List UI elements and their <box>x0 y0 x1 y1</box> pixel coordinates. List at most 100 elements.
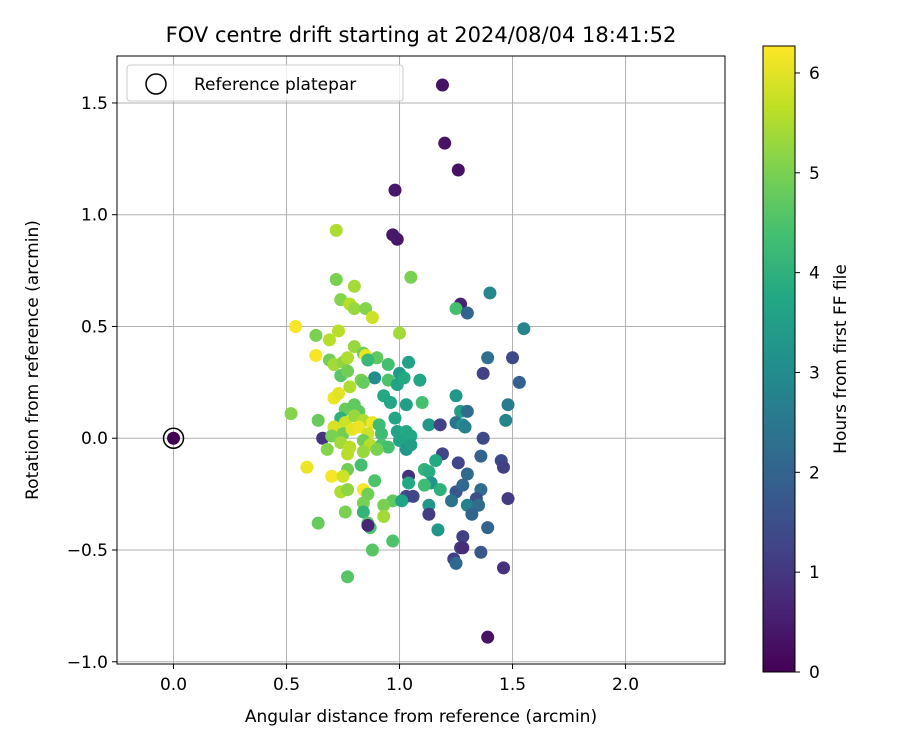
reference-marker-group <box>162 427 185 449</box>
data-point <box>476 431 490 445</box>
legend-reference-marker <box>145 73 167 95</box>
data-point <box>356 445 370 459</box>
data-point <box>456 530 470 544</box>
reference-point <box>167 431 181 445</box>
colorbar-tick-label: 6 <box>809 64 820 84</box>
data-point <box>402 355 416 369</box>
x-axis-label: Angular distance from reference (arcmin) <box>245 707 597 727</box>
data-point <box>422 418 436 432</box>
data-point <box>377 498 391 512</box>
x-tick-label: 0.0 <box>160 675 187 695</box>
data-point <box>435 78 449 92</box>
y-axis-ticks: −1.0 −0.5 0.0 0.5 1.0 1.5 <box>67 94 117 673</box>
data-point <box>397 371 411 385</box>
data-point <box>354 458 368 472</box>
data-point <box>329 223 343 237</box>
x-tick-label: 1.0 <box>386 675 413 695</box>
data-point <box>438 136 452 150</box>
x-axis-ticks: 0.0 0.5 1.0 1.5 2.0 <box>160 664 639 695</box>
data-point <box>381 357 395 371</box>
data-point <box>341 447 355 461</box>
data-point <box>429 454 443 468</box>
data-point <box>383 395 397 409</box>
data-point <box>390 232 404 246</box>
data-point <box>356 375 370 389</box>
y-tick-label: −1.0 <box>67 653 108 673</box>
data-points <box>284 78 531 644</box>
data-point <box>433 418 447 432</box>
grid-lines <box>117 56 725 664</box>
data-point <box>347 279 361 293</box>
data-point <box>506 351 520 365</box>
data-point <box>404 438 418 452</box>
colorbar-tick-label: 4 <box>809 264 820 284</box>
data-point <box>460 404 474 418</box>
data-point <box>356 496 370 510</box>
data-point <box>284 407 298 421</box>
data-point <box>465 507 479 521</box>
data-point <box>341 364 355 378</box>
colorbar <box>762 45 796 673</box>
data-point <box>451 456 465 470</box>
legend: Reference platepar <box>126 64 404 102</box>
y-tick-label: −0.5 <box>67 541 108 561</box>
data-point <box>386 534 400 548</box>
colorbar-tick-label: 0 <box>809 663 820 683</box>
data-point <box>413 373 427 387</box>
data-point <box>343 380 357 394</box>
chart-title: FOV centre drift starting at 2024/08/04 … <box>166 23 677 47</box>
data-point <box>347 302 361 316</box>
data-point <box>352 420 366 434</box>
data-point <box>320 442 334 456</box>
y-tick-label: 0.5 <box>81 317 108 337</box>
data-point <box>332 387 346 401</box>
colorbar-tick-label: 5 <box>809 164 820 184</box>
data-point <box>460 467 474 481</box>
data-point <box>289 319 303 333</box>
data-point <box>402 476 416 490</box>
data-point <box>332 324 346 338</box>
legend-entry-label: Reference platepar <box>194 75 356 95</box>
data-point <box>365 543 379 557</box>
data-point <box>395 494 409 508</box>
data-point <box>361 518 375 532</box>
data-point <box>374 427 388 441</box>
data-point <box>449 389 463 403</box>
y-tick-label: 1.0 <box>81 206 108 226</box>
data-point <box>338 505 352 519</box>
data-point <box>483 286 497 300</box>
data-point <box>422 507 436 521</box>
data-point <box>311 413 325 427</box>
colorbar-ticks: 0 1 2 3 4 5 6 <box>795 64 820 683</box>
y-tick-label: 0.0 <box>81 429 108 449</box>
data-point <box>356 505 370 519</box>
data-point <box>393 326 407 340</box>
data-point <box>458 420 472 434</box>
data-point <box>325 469 339 483</box>
data-point <box>481 521 495 535</box>
data-point <box>381 440 395 454</box>
data-point <box>359 302 373 316</box>
colorbar-tick-label: 2 <box>809 463 820 483</box>
data-point <box>399 398 413 412</box>
data-point <box>456 478 470 492</box>
colorbar-tick-label: 3 <box>809 363 820 383</box>
legend-box <box>126 64 404 102</box>
data-point <box>365 311 379 325</box>
data-point <box>476 366 490 380</box>
data-point <box>370 442 384 456</box>
data-point <box>481 630 495 644</box>
data-point <box>368 371 382 385</box>
data-point <box>341 351 355 365</box>
colorbar-tick-label: 1 <box>809 563 820 583</box>
data-point <box>417 478 431 492</box>
data-point <box>406 489 420 503</box>
plot-frame <box>116 55 726 665</box>
data-point <box>325 429 339 443</box>
data-point <box>445 494 459 508</box>
data-point <box>460 306 474 320</box>
data-point <box>393 433 407 447</box>
colorbar-label: Hours from first FF file <box>831 264 851 454</box>
data-point <box>433 483 447 497</box>
